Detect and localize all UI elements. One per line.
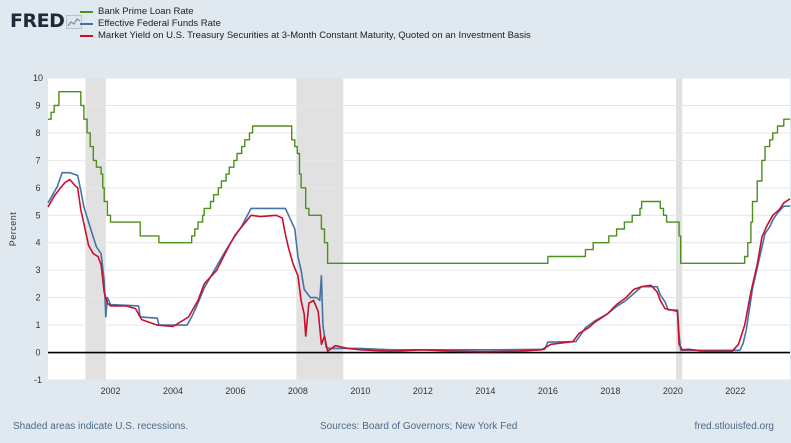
y-tick-label: 9 (35, 100, 40, 110)
site-link[interactable]: fred.stlouisfed.org (694, 421, 775, 432)
y-axis-label: Percent (8, 212, 18, 247)
y-tick-label: 1 (35, 320, 40, 330)
legend-item-treasury-yield: Market Yield on U.S. Treasury Securities… (80, 30, 531, 41)
fred-logo-text: FRED (10, 10, 65, 32)
x-tick-label: 2006 (225, 386, 245, 396)
legend-item-fed-funds: Effective Federal Funds Rate (80, 18, 531, 29)
y-tick-label: -1 (34, 375, 42, 385)
x-tick-label: 2022 (725, 386, 745, 396)
prime-rate-line (48, 91, 790, 264)
legend-swatch (80, 10, 93, 13)
y-tick-label: 3 (35, 265, 40, 275)
fed-funds-line (47, 171, 790, 352)
chart-footer: Shaded areas indicate U.S. recessions. S… (0, 414, 791, 443)
legend-label: Effective Federal Funds Rate (98, 18, 221, 29)
fred-chart-icon (66, 14, 83, 29)
plot-area (48, 78, 790, 380)
legend-swatch (80, 34, 93, 37)
y-tick-label: 6 (35, 183, 40, 193)
y-tick-label: 4 (35, 238, 40, 248)
x-tick-label: 2004 (163, 386, 183, 396)
treasury-yield-line (47, 178, 791, 353)
x-tick-label: 2016 (538, 386, 558, 396)
fred-logo[interactable]: FRED (10, 10, 83, 32)
x-tick-label: 2008 (288, 386, 308, 396)
source-note: Sources: Board of Governors; New York Fe… (320, 421, 518, 432)
chart-header: FRED Bank Prime Loan Rate Effective Fede… (0, 0, 791, 68)
x-tick-label: 2018 (600, 386, 620, 396)
legend-label: Bank Prime Loan Rate (98, 6, 194, 17)
legend-label: Market Yield on U.S. Treasury Securities… (98, 30, 531, 41)
y-tick-label: 10 (33, 73, 43, 83)
recession-band (85, 78, 106, 380)
x-tick-label: 2010 (350, 386, 370, 396)
y-tick-label: 2 (35, 293, 40, 303)
x-tick-label: 2012 (413, 386, 433, 396)
recession-note: Shaded areas indicate U.S. recessions. (13, 421, 189, 432)
y-tick-label: 5 (35, 210, 40, 220)
x-tick-label: 2014 (475, 386, 495, 396)
y-tick-label: 7 (35, 155, 40, 165)
legend-swatch (80, 22, 93, 25)
legend-item-prime-rate: Bank Prime Loan Rate (80, 6, 531, 17)
chart-legend: Bank Prime Loan Rate Effective Federal F… (80, 6, 531, 42)
y-tick-label: 0 (35, 348, 40, 358)
line-chart: -1 0 1 2 3 4 5 6 7 8 9 10 2002 2004 2006 2008 2010 2012 20… (8, 73, 791, 396)
y-tick-label: 8 (35, 128, 40, 138)
x-tick-label: 2002 (100, 386, 120, 396)
x-tick-label: 2020 (663, 386, 683, 396)
